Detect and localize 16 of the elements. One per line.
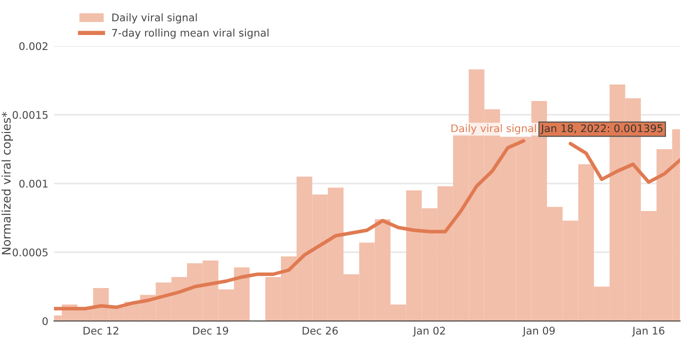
y-tick-label: 0.001 <box>19 180 48 188</box>
annotation: Daily viral signal <box>452 124 536 134</box>
y-axis-title: Normalized viral copies* <box>2 112 13 254</box>
annotation: Jan 18, 2022: 0.001395 <box>540 124 662 134</box>
x-tick-label: Jan 02 <box>412 326 445 337</box>
x-tick-label: Dec 26 <box>302 326 338 335</box>
y-tick-label: 0.002 <box>19 42 48 50</box>
y-tick-label: 0 <box>42 317 48 326</box>
y-tick-label: 0.0005 <box>12 248 48 256</box>
x-tick-label: Dec 12 <box>84 326 118 335</box>
x-tick-label: Jan 09 <box>522 326 555 337</box>
legend-label: Daily viral signal <box>112 13 197 24</box>
x-tick-label: Jan 16 <box>632 326 664 337</box>
legend-label: 7-day rolling mean viral signal <box>112 28 268 39</box>
x-tick-label: Dec 19 <box>193 326 228 335</box>
y-tick-label: 0.0015 <box>12 110 48 119</box>
